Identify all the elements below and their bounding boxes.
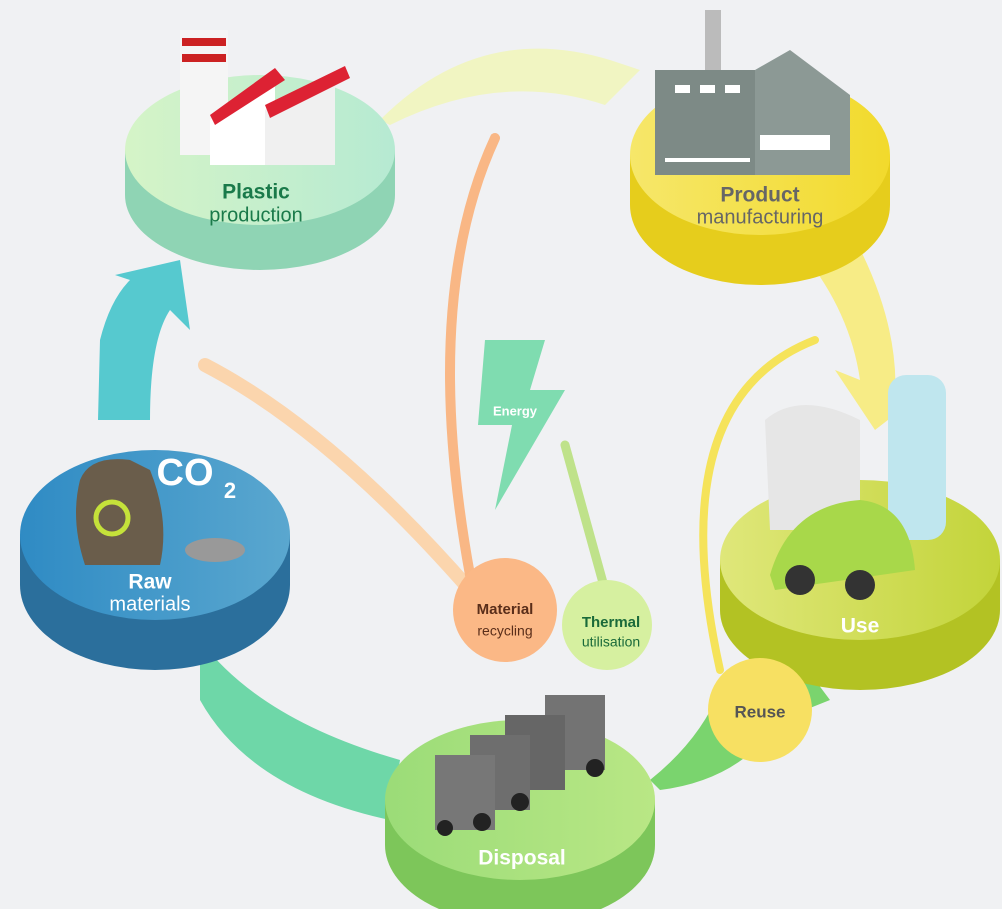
node-title: Raw [128,571,172,594]
node-title: Plastic [222,181,290,204]
node-title: Use [841,615,880,638]
energy-label: Energy [493,403,538,418]
recycling-subtitle: recycling [477,623,532,639]
recycling-subtitle: utilisation [582,634,640,650]
co2-label: CO [157,452,214,494]
disc-raw [20,450,290,670]
co2-subscript: 2 [224,478,236,503]
node-subtitle: materials [109,593,190,615]
recycling-title: Reuse [734,702,785,721]
node-title: Disposal [478,847,566,870]
node-subtitle: production [209,204,302,226]
node-subtitle: manufacturing [697,206,824,228]
disc-disposal [385,695,655,909]
node-title: Product [720,184,799,207]
disc-use [720,375,1000,690]
disc-plastic [125,30,395,270]
energy-bolt [478,340,565,510]
recycling-title: Thermal [582,614,640,631]
recycling-title: Material [477,601,534,618]
diagram: Energy CO 2 Plastic production Product m… [0,0,1002,909]
disc-product [630,10,890,285]
